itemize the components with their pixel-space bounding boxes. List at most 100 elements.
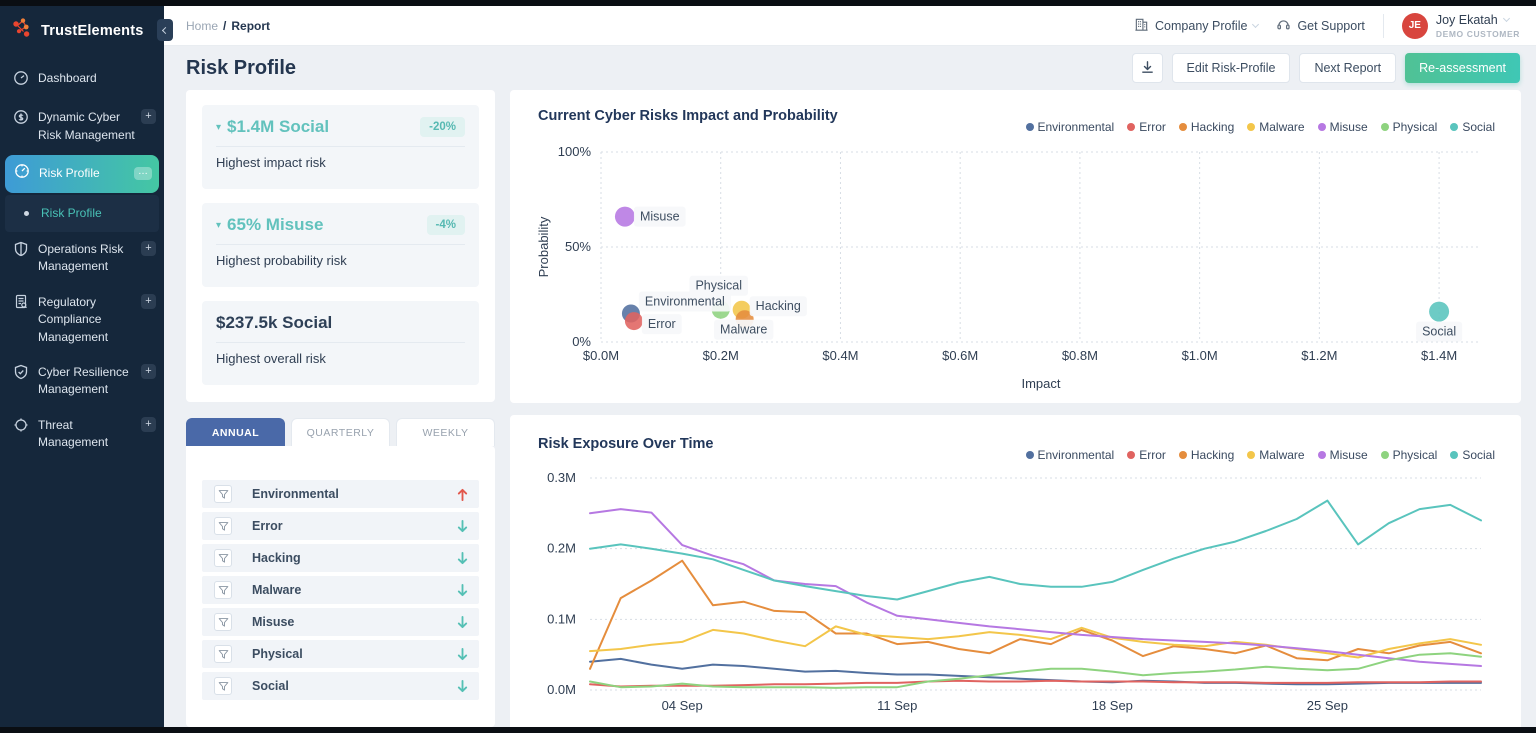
trend-down-icon [456,551,469,566]
legend-item-malware[interactable]: Malware [1247,448,1305,462]
svg-text:100%: 100% [558,144,592,159]
legend-dot-icon [1317,451,1326,459]
risk-row: Misuse [202,608,479,636]
operations-risk-icon [13,241,29,262]
stat-title: $237.5k Social [216,313,333,332]
legend-item-social[interactable]: Social [1450,120,1495,134]
tab-annual[interactable]: ANNUAL [186,418,285,446]
caret-down-icon[interactable]: ▾ [216,219,222,231]
legend-label: Social [1462,120,1495,134]
legend-label: Hacking [1190,448,1235,462]
svg-text:Impact: Impact [1021,376,1060,391]
download-button[interactable] [1131,53,1163,83]
point-label-pill [638,291,731,312]
trend-down-icon [456,615,469,630]
legend-dot-icon [1025,123,1034,131]
period-tabs: ANNUAL QUARTERLY WEEKLY [186,418,495,446]
risk-row: Social [202,672,479,700]
user-menu[interactable]: JE Joy Ekatah DEMO CUSTOMER [1401,12,1520,39]
risk-label: Hacking [252,551,301,565]
legend-item-misuse[interactable]: Misuse [1317,120,1368,134]
legend-item-hacking[interactable]: Hacking [1178,448,1235,462]
filter-icon[interactable] [214,677,232,695]
avatar[interactable]: JE [1401,12,1428,39]
point-label-pill [1416,321,1463,342]
sidebar: TrustElements Dashboard Dynamic Cyber Ris… [0,6,173,727]
re-assessment-button[interactable]: Re-assessment [1405,53,1520,83]
next-report-button[interactable]: Next Report [1299,53,1397,83]
edit-risk-profile-button[interactable]: Edit Risk-Profile [1171,53,1291,83]
sidebar-item-dynamic-cyber-risk-management[interactable]: Dynamic Cyber Risk Management + [0,100,164,153]
risk-label: Malware [252,583,302,597]
legend-item-environmental[interactable]: Environmental [1025,448,1114,462]
dynamic-cyber-risk-icon [13,109,29,130]
svg-text:$0.0M: $0.0M [583,348,619,363]
sidebar-collapse-button[interactable] [157,19,173,41]
sidebar-item-regulatory-compliance-management[interactable]: Regulatory Compliance Management + [0,285,164,355]
legend-label: Misuse [1329,448,1368,462]
filter-icon[interactable] [214,581,232,599]
point-label: Physical [695,279,742,293]
legend-dot-icon [1450,451,1459,459]
sidebar-item-risk-profile-sub[interactable]: Risk Profile [5,194,159,232]
stat-card: $237.5k Social Highest overall risk [202,301,479,385]
line-series-malware [589,625,1482,659]
stat-change-badge: -4% [426,215,465,235]
tab-quarterly[interactable]: QUARTERLY [291,418,390,446]
sidebar-item-dashboard[interactable]: Dashboard [0,61,164,100]
sidebar-item-risk-profile[interactable]: Risk Profile… [5,155,159,193]
stat-card: ▾ 65% Misuse -4% Highest probability ris… [202,203,479,287]
legend-dot-icon [1317,123,1326,131]
add-icon[interactable]: + [141,416,156,432]
chevron-left-icon [161,26,169,34]
risk-label: Misuse [252,615,295,629]
svg-text:$0.6M: $0.6M [942,348,978,363]
line-series-misuse [589,508,1482,667]
filter-icon[interactable] [214,549,232,567]
page-title: Risk Profile [186,56,297,79]
legend-item-misuse[interactable]: Misuse [1317,448,1368,462]
risk-label: Social [252,679,289,693]
point-label: Error [648,317,676,331]
get-support-link[interactable]: Get Support [1276,17,1365,35]
add-icon[interactable]: + [141,363,156,379]
svg-text:50%: 50% [565,239,591,254]
stats-panel: ▾ $1.4M Social -20% Highest impact risk … [186,90,495,402]
user-name: Joy Ekatah [1435,12,1498,27]
scatter-chart-legend: Environmental Error Hacking Malware Misuse Ph… [1025,120,1495,134]
filter-icon[interactable] [214,517,232,535]
legend-item-error[interactable]: Error [1127,448,1166,462]
add-icon[interactable]: + [141,109,156,125]
add-icon[interactable]: + [141,293,156,309]
filter-icon[interactable] [214,645,232,663]
page-header: Risk Profile Edit Risk-Profile Next Repo… [164,46,1536,90]
legend-item-physical[interactable]: Physical [1380,448,1437,462]
legend-dot-icon [1127,123,1136,131]
company-profile-menu[interactable]: Company Profile [1134,17,1260,35]
legend-dot-icon [1450,123,1459,131]
sidebar-item-operations-risk-management[interactable]: Operations Risk Management + [0,232,164,285]
legend-item-error[interactable]: Error [1127,120,1166,134]
scatter-point-misuse [614,206,635,227]
user-role: DEMO CUSTOMER [1435,28,1520,39]
cyber-resilience-icon [13,364,29,385]
legend-item-physical[interactable]: Physical [1380,120,1438,134]
filter-icon[interactable] [214,613,232,631]
tab-weekly[interactable]: WEEKLY [396,418,495,446]
svg-text:18 Sep: 18 Sep [1092,698,1133,713]
legend-item-environmental[interactable]: Environmental [1025,120,1114,134]
breadcrumb-home[interactable]: Home [186,18,219,33]
line-chart-legend: Environmental Error Hacking Malware Misuse Ph… [1025,448,1495,462]
sidebar-item-threat-management[interactable]: Threat Management + [0,408,164,461]
legend-item-social[interactable]: Social [1450,448,1495,462]
legend-item-hacking[interactable]: Hacking [1178,120,1234,134]
legend-label: Physical [1392,120,1438,134]
caret-down-icon[interactable]: ▾ [216,121,222,133]
more-icon[interactable]: … [134,167,152,181]
add-icon[interactable]: + [141,240,156,256]
divider [1382,13,1384,38]
sidebar-item-cyber-resilience-management[interactable]: Cyber Resilience Management + [0,355,164,408]
legend-item-malware[interactable]: Malware [1247,120,1305,134]
filter-icon[interactable] [214,485,232,503]
svg-text:0.1M: 0.1M [547,611,576,626]
